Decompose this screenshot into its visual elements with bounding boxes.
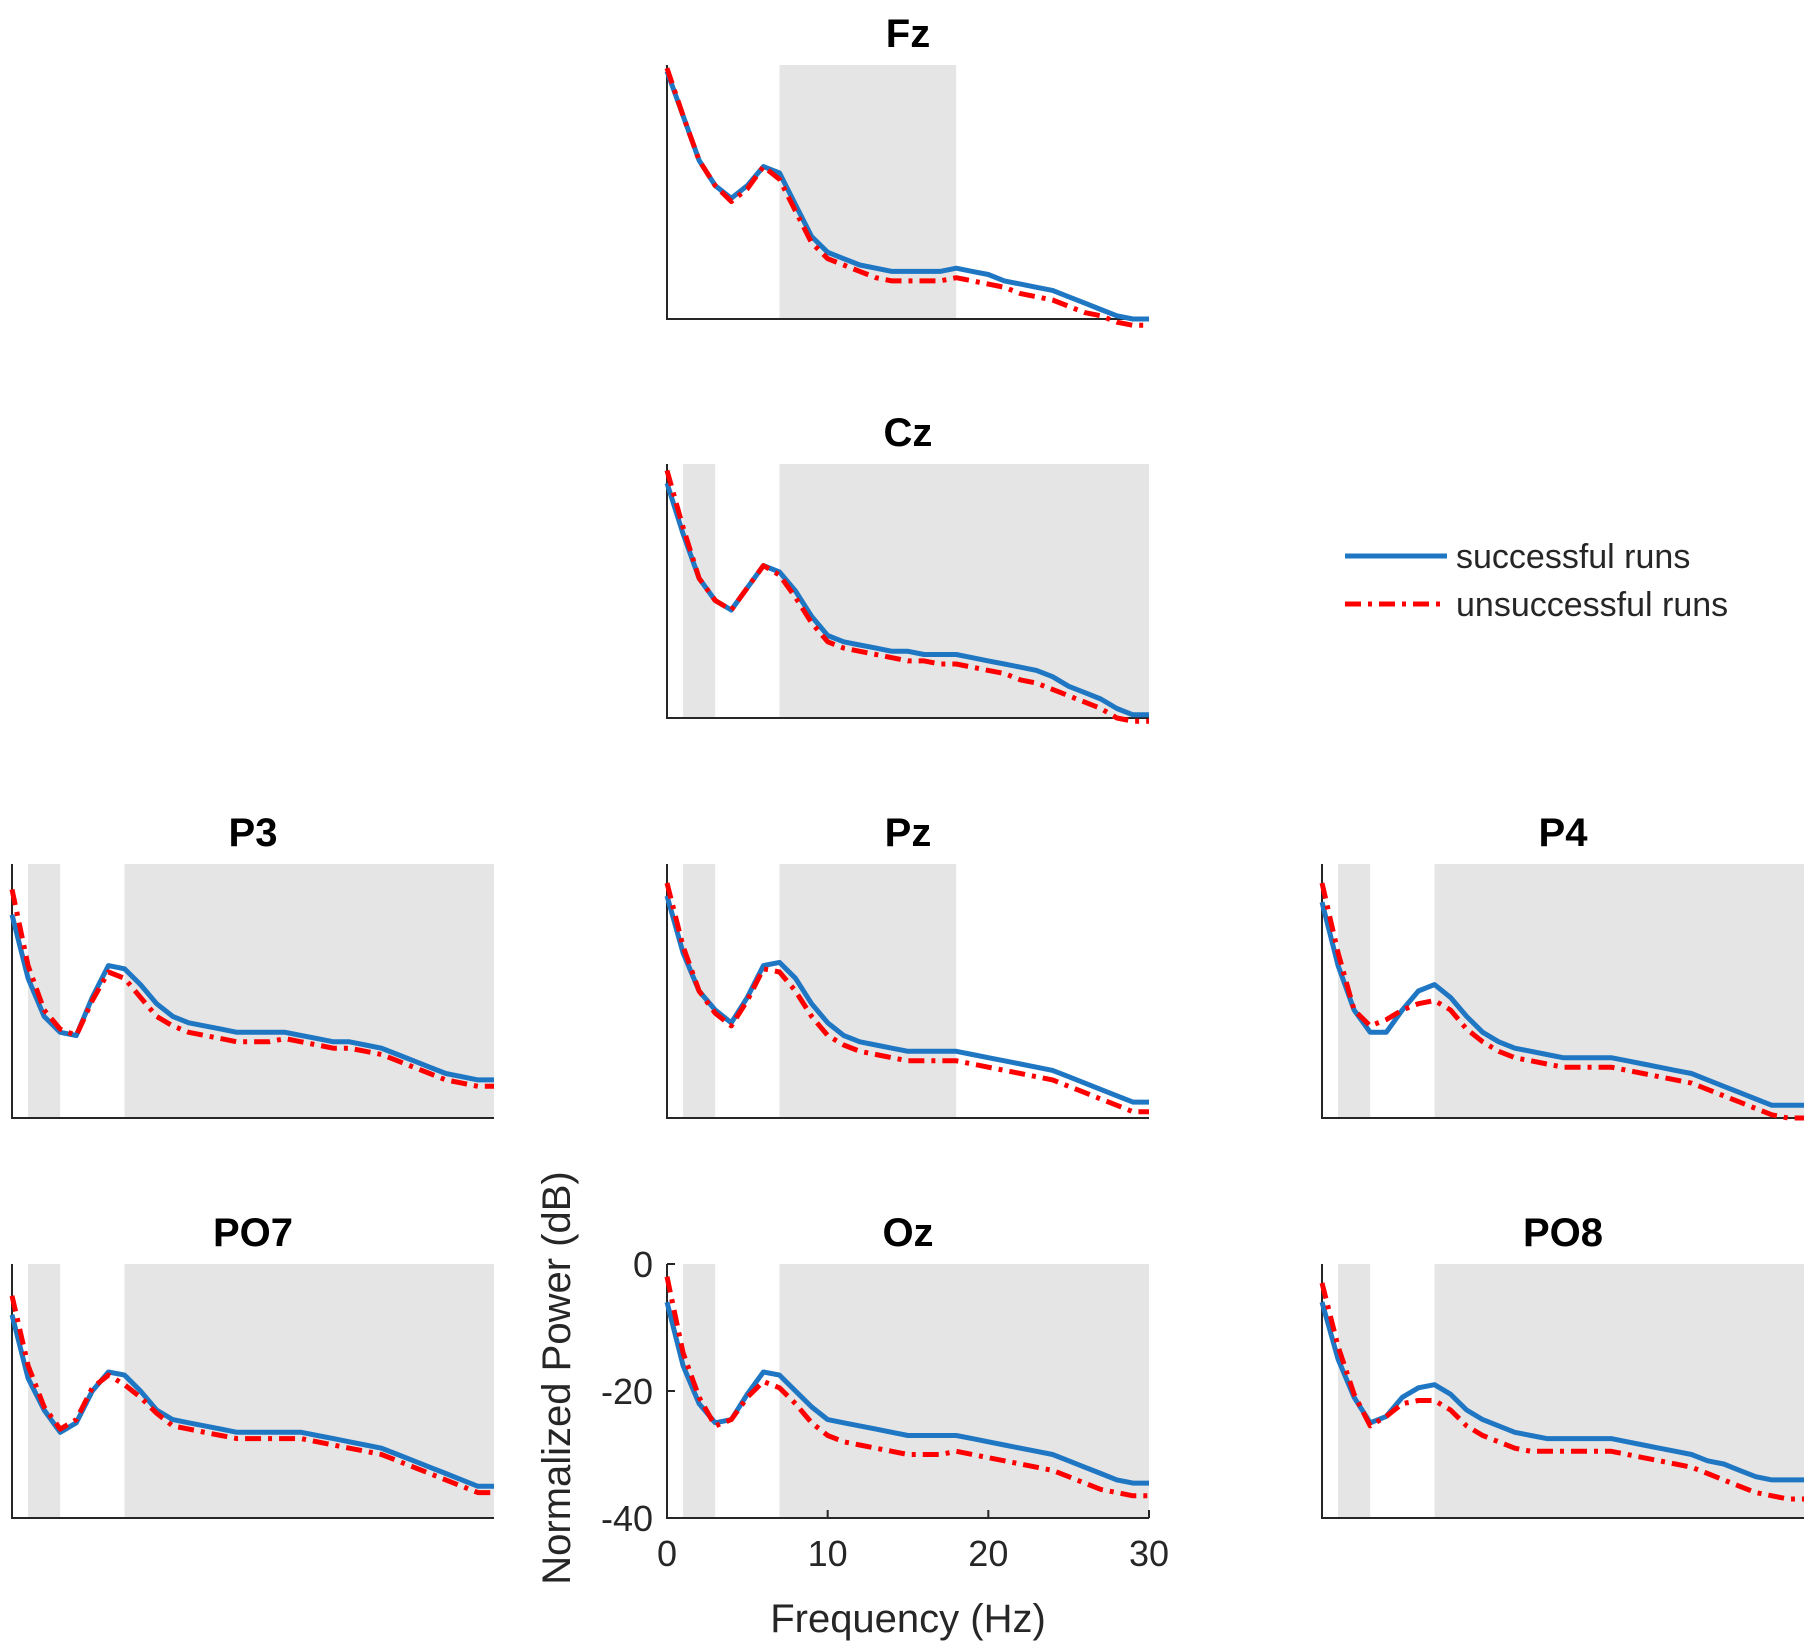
- y-axis-label: Normalized Power (dB): [535, 1171, 579, 1584]
- panel-p4-band-1: [1434, 864, 1804, 1118]
- panel-pz-band-1: [779, 864, 957, 1118]
- panel-fz: Fz: [664, 12, 1149, 328]
- panel-p3-axes: [11, 864, 494, 1119]
- panel-oz-title: Oz: [882, 1211, 933, 1255]
- x-tick-label-2: 20: [968, 1533, 1008, 1574]
- panel-p3: P3: [9, 811, 494, 1119]
- x-tick-label-3: 30: [1129, 1533, 1169, 1574]
- panel-cz-axes: [666, 464, 1149, 719]
- panel-po8-band-1: [1434, 1264, 1804, 1518]
- panel-p3-band-1: [124, 864, 494, 1118]
- panel-p4: P4: [1319, 811, 1804, 1121]
- panel-cz-title: Cz: [884, 411, 933, 455]
- panel-fz-title: Fz: [886, 12, 930, 56]
- panel-pz-axes: [666, 864, 1149, 1119]
- panel-cz-band-1: [779, 464, 1149, 718]
- x-axis-label: Frequency (Hz): [770, 1597, 1046, 1641]
- panel-oz-band-0: [683, 1264, 716, 1518]
- panel-po7: PO7: [9, 1211, 494, 1519]
- panel-cz: Cz: [664, 411, 1149, 724]
- panel-fz-unsuccessful-line: [664, 67, 1149, 328]
- x-tick-label-0: 0: [657, 1533, 677, 1574]
- y-tick-label-2: -40: [601, 1498, 653, 1539]
- panel-po7-band-1: [124, 1264, 494, 1518]
- legend-label-successful: successful runs: [1456, 538, 1690, 576]
- panels-layer: Fz Cz P3 Pz P4 PO7 Oz 0 10 20 30 0 -20 -40 PO8: [9, 12, 1804, 1574]
- y-tick-label-0: 0: [633, 1244, 653, 1285]
- panel-p4-successful-line: [1319, 901, 1804, 1108]
- panel-po8: PO8: [1319, 1211, 1804, 1519]
- panel-fz-axes: [666, 65, 1149, 320]
- y-tick-label-1: -20: [601, 1371, 653, 1412]
- legend-label-unsuccessful: unsuccessful runs: [1456, 586, 1728, 624]
- panel-cz-successful-line: [664, 482, 1149, 718]
- x-tick-label-1: 10: [808, 1533, 848, 1574]
- panel-pz-title: Pz: [885, 811, 932, 855]
- panel-p4-axes: [1321, 864, 1804, 1119]
- panel-po7-unsuccessful-line: [9, 1295, 494, 1496]
- panel-p3-unsuccessful-line: [9, 888, 494, 1089]
- panel-po8-title: PO8: [1523, 1211, 1603, 1255]
- panel-p3-title: P3: [229, 811, 278, 855]
- panel-oz-band-1: [779, 1264, 1149, 1518]
- panel-po8-unsuccessful-line: [1319, 1282, 1804, 1502]
- panel-pz: Pz: [664, 811, 1149, 1119]
- panel-p4-band-0: [1338, 864, 1371, 1118]
- panel-fz-band-0: [779, 65, 957, 319]
- panel-po7-title: PO7: [213, 1211, 293, 1255]
- legend: successful runs unsuccessful runs: [1345, 538, 1728, 624]
- panel-cz-unsuccessful-line: [664, 469, 1149, 724]
- panel-po8-successful-line: [1319, 1301, 1804, 1483]
- panel-po7-axes: [11, 1264, 494, 1519]
- panel-po8-axes: [1321, 1264, 1804, 1519]
- panel-oz-unsuccessful-line: [664, 1276, 1149, 1499]
- panel-p4-title: P4: [1539, 811, 1589, 855]
- panel-oz: Oz 0 10 20 30 0 -20 -40: [601, 1211, 1169, 1574]
